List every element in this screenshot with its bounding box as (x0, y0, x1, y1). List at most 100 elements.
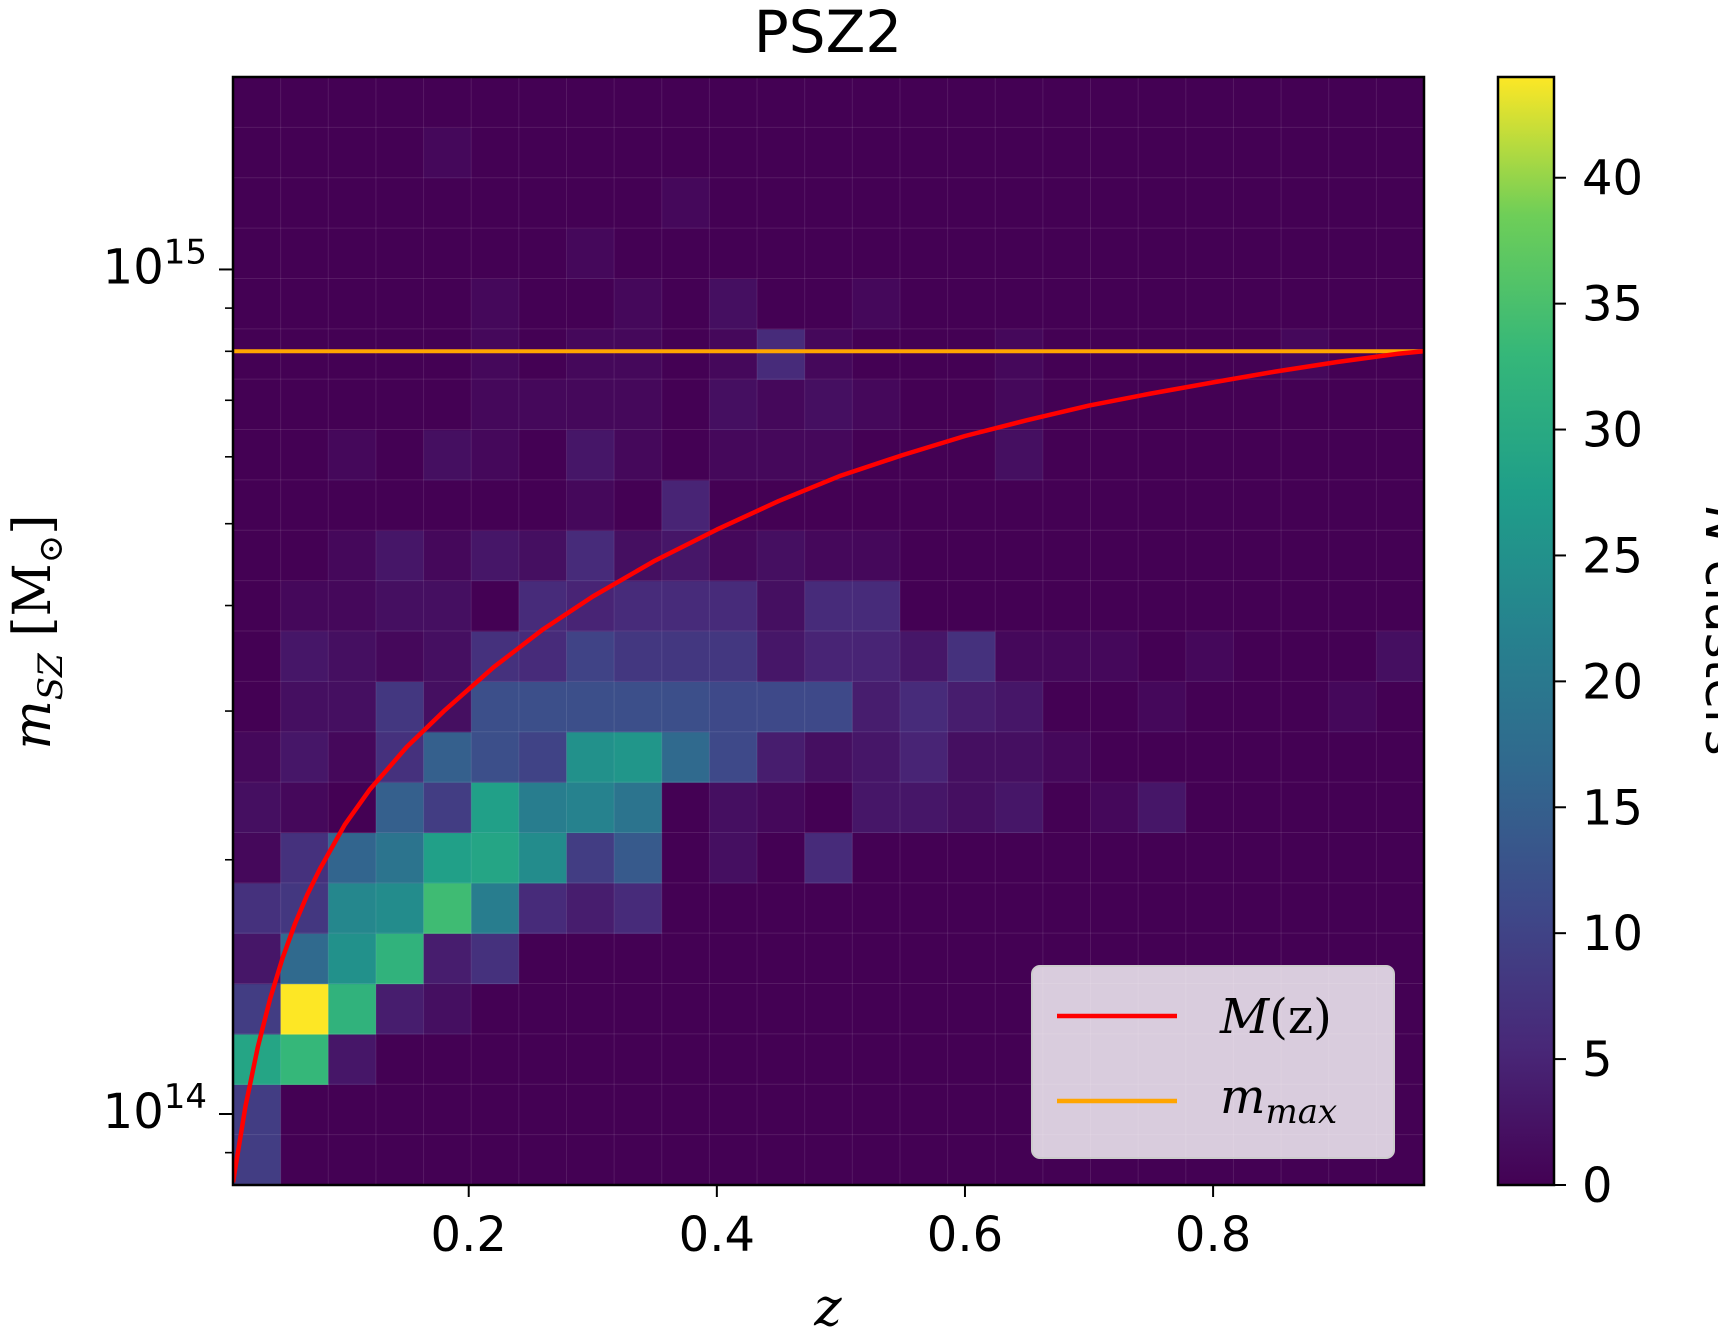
heatmap-cell (1042, 328, 1092, 380)
heatmap-cell (947, 379, 996, 431)
heatmap-cell (1090, 328, 1139, 380)
colorbar-tick-label: 10 (1582, 906, 1643, 962)
heatmap-cell (566, 832, 615, 884)
heatmap-cell (423, 1033, 472, 1085)
heatmap-cell (518, 228, 568, 280)
heatmap-cell (566, 429, 615, 481)
heatmap-cell (804, 580, 853, 632)
heatmap-cell (757, 127, 806, 179)
legend-mz-label: M(z) (1219, 989, 1332, 1045)
heatmap-cell (852, 1084, 901, 1136)
heatmap-cell (566, 177, 615, 229)
colorbar-label: N clusters (1694, 506, 1718, 755)
heatmap-cell (1042, 530, 1092, 582)
heatmap-cell (1328, 479, 1377, 531)
heatmap-cell (804, 1134, 853, 1186)
heatmap-cell (375, 228, 425, 280)
heatmap-cell (757, 328, 806, 380)
heatmap-cell (947, 278, 996, 330)
heatmap-cell (471, 681, 520, 733)
heatmap-cell (328, 631, 377, 682)
heatmap-cell (566, 1134, 615, 1186)
heatmap-cell (1233, 228, 1282, 280)
heatmap-cell (471, 731, 520, 783)
heatmap-cell (518, 127, 568, 179)
heatmap-cell (1281, 782, 1330, 834)
heatmap-cell (423, 631, 472, 682)
heatmap-cell (423, 731, 472, 783)
heatmap-cell (1042, 882, 1092, 934)
heatmap-cell (375, 882, 425, 934)
heatmap-cell (1185, 631, 1235, 682)
heatmap-cell (375, 933, 425, 985)
heatmap-cell (1042, 127, 1092, 179)
heatmap-cell (423, 983, 472, 1035)
heatmap-cell (518, 1033, 568, 1085)
heatmap-cell (328, 429, 377, 481)
heatmap-cell (709, 127, 758, 179)
heatmap-cell (757, 1084, 806, 1136)
heatmap-cell (614, 429, 663, 481)
heatmap-cell (709, 77, 758, 128)
heatmap-cell (852, 379, 901, 431)
heatmap-cell (518, 1134, 568, 1186)
heatmap-cell (518, 328, 568, 380)
heatmap-cell (1376, 580, 1425, 632)
heatmap-cell (804, 127, 853, 179)
y-axis: 1014 1015 (103, 232, 233, 1154)
heatmap-cell (899, 1134, 949, 1186)
heatmap-cell (1090, 429, 1139, 481)
heatmap-cell (804, 530, 853, 582)
heatmap-cell (471, 933, 520, 985)
heatmap-cell (233, 127, 282, 179)
heatmap-cell (471, 1033, 520, 1085)
heatmap-cell (233, 479, 282, 531)
heatmap-cell (280, 278, 329, 330)
heatmap-cell (757, 933, 806, 985)
heatmap-cell (995, 530, 1044, 582)
heatmap-cell (566, 77, 615, 128)
heatmap-cell (899, 933, 949, 985)
colorbar-tick-label: 25 (1582, 528, 1643, 584)
heatmap-cell (1376, 882, 1425, 934)
heatmap-cell (328, 580, 377, 632)
heatmap-cell (1328, 278, 1377, 330)
heatmap-cell (1138, 580, 1187, 632)
heatmap-cell (947, 127, 996, 179)
heatmap-cell (661, 731, 710, 783)
heatmap-cell (661, 681, 710, 733)
heatmap-cell (614, 983, 663, 1035)
heatmap-cell (852, 1134, 901, 1186)
heatmap-cell (709, 1134, 758, 1186)
heatmap-cell (375, 782, 425, 834)
colorbar-ticks: 0 5 10 15 20 25 30 35 40 (1554, 151, 1643, 1214)
heatmap-cell (233, 379, 282, 431)
heatmap-cell (852, 479, 901, 531)
heatmap-cell (1042, 278, 1092, 330)
colorbar-tick-label: 30 (1582, 403, 1643, 459)
heatmap-cell (233, 681, 282, 733)
heatmap-cell (1090, 77, 1139, 128)
heatmap-cell (947, 328, 996, 380)
heatmap-cell (1281, 580, 1330, 632)
heatmap-cell (1090, 530, 1139, 582)
heatmap-cell (518, 530, 568, 582)
heatmap-cell (233, 832, 282, 884)
heatmap-cell (852, 1033, 901, 1085)
heatmap-cell (233, 631, 282, 682)
heatmap-cell (804, 631, 853, 682)
heatmap-cell (518, 832, 568, 884)
heatmap-cell (804, 228, 853, 280)
heatmap-cell (614, 278, 663, 330)
heatmap-cell (328, 177, 377, 229)
heatmap-cell (757, 379, 806, 431)
heatmap-cell (614, 479, 663, 531)
heatmap-cell (566, 278, 615, 330)
heatmap-cell (899, 278, 949, 330)
heatmap-cell (471, 832, 520, 884)
heatmap-cell (1328, 429, 1377, 481)
heatmap-cell (1281, 77, 1330, 128)
heatmap-cell (1090, 228, 1139, 280)
heatmap-cell (1233, 580, 1282, 632)
heatmap-cell (1090, 177, 1139, 229)
